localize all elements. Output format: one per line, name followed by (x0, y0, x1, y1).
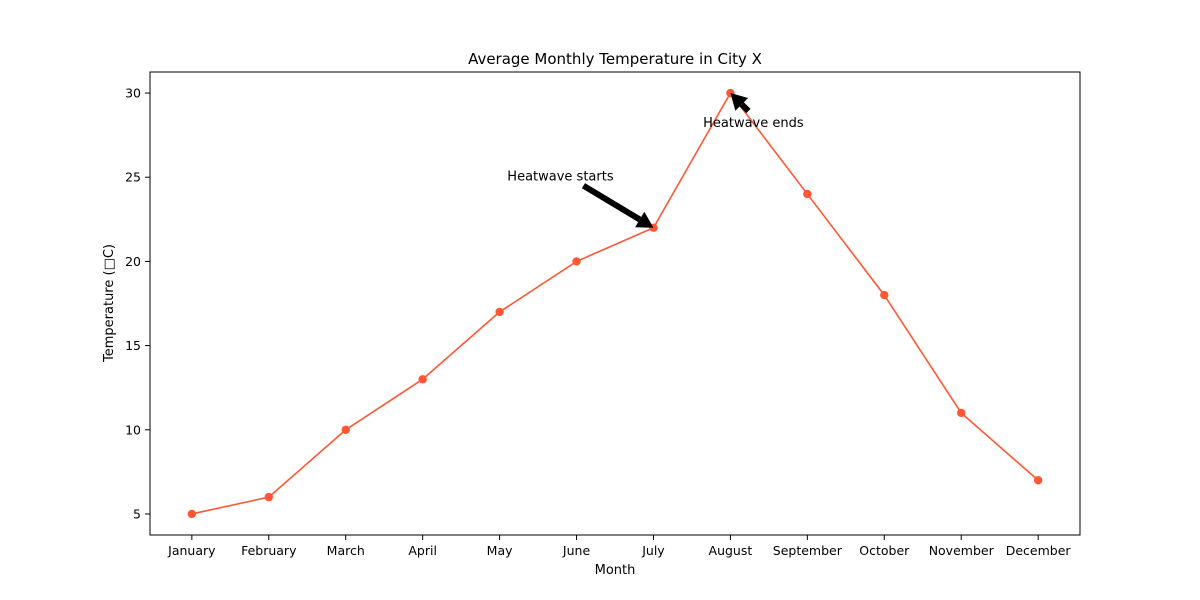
y-tick-label: 25 (125, 170, 141, 185)
annotation-label: Heatwave ends (703, 116, 804, 131)
x-tick-label: August (709, 543, 753, 558)
plot-frame (149, 71, 1081, 536)
x-tick-label: December (1006, 543, 1072, 558)
x-tick-label: January (167, 543, 216, 558)
annotation-arrow-head (730, 93, 749, 111)
data-point (572, 257, 581, 266)
data-point (341, 425, 350, 434)
x-tick-label: May (487, 543, 513, 558)
annotation-arrow-head (635, 211, 654, 228)
data-point (264, 492, 273, 502)
annotation-arrow-shaft (739, 102, 751, 114)
data-point (880, 290, 889, 300)
annotation-label: Heatwave starts (507, 170, 614, 185)
y-tick-label: 15 (125, 338, 141, 353)
data-point (1033, 476, 1043, 485)
x-tick-label: February (241, 543, 297, 558)
x-tick-label: September (773, 543, 843, 558)
y-tick-label: 30 (125, 86, 141, 101)
data-point (495, 307, 504, 317)
data-point (418, 375, 427, 384)
x-tick-label: October (859, 543, 910, 558)
x-tick-label: June (562, 543, 591, 558)
x-tick-label: July (641, 543, 665, 558)
y-tick-label: 5 (133, 506, 141, 521)
x-tick-label: April (408, 543, 437, 558)
y-tick-label: 20 (125, 254, 141, 269)
x-tick-label: November (929, 543, 995, 558)
data-point (187, 509, 197, 519)
series-line (191, 91, 1039, 515)
data-point (957, 408, 966, 418)
data-point (803, 189, 812, 199)
annotation-arrow-shaft (581, 183, 642, 223)
y-tick-label: 10 (125, 422, 141, 437)
plot-area: January February March April May June July Augu… (125, 86, 1071, 558)
x-axis-label: Month (595, 563, 636, 578)
chart-title: Average Monthly Temperature in City X (468, 50, 762, 68)
x-tick-label: March (327, 543, 365, 558)
y-axis-label: Temperature (□C) (102, 244, 117, 363)
